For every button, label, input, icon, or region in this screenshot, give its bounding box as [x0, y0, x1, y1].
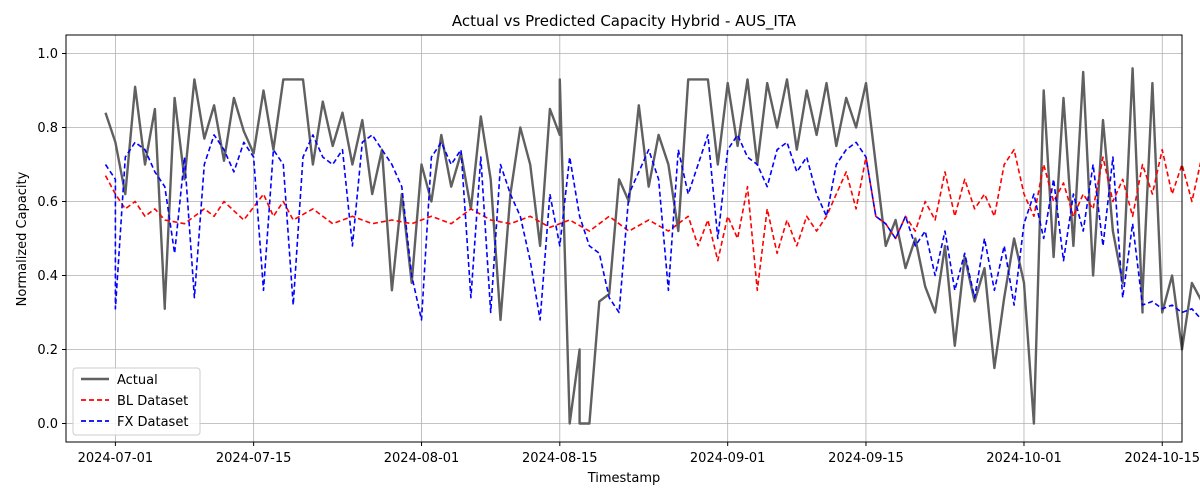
legend-label-fx-dataset: FX Dataset — [117, 415, 188, 430]
series-line-actual — [104, 67, 1200, 425]
x-tick-label: 2024-10-01 — [986, 451, 1062, 466]
x-tick-label: 2024-09-15 — [828, 451, 904, 466]
legend-box — [72, 367, 201, 436]
legend-label-actual: Actual — [117, 373, 158, 388]
y-tick-label: 0.4 — [37, 269, 58, 284]
series-layer — [104, 67, 1200, 425]
chart-title: Actual vs Predicted Capacity Hybrid - AU… — [452, 12, 797, 31]
x-tick-label: 2024-08-15 — [522, 451, 598, 466]
y-tick-label: 0.0 — [37, 417, 58, 432]
y-axis-label: Normalized Capacity — [15, 171, 30, 306]
series-line-bl-dataset — [104, 148, 1200, 292]
x-tick-label: 2024-07-01 — [78, 451, 154, 466]
y-axis: 0.0 0.2 0.4 0.6 0.8 1.0 — [37, 47, 66, 432]
series-line-fx-dataset — [104, 134, 1200, 321]
plot-frame — [65, 34, 1183, 443]
y-tick-label: 1.0 — [37, 47, 58, 62]
legend-label-bl-dataset: BL Dataset — [117, 394, 188, 409]
x-tick-label: 2024-07-15 — [216, 451, 292, 466]
y-tick-label: 0.6 — [37, 195, 58, 210]
y-tick-label: 0.2 — [37, 343, 58, 358]
x-axis-label: Timestamp — [587, 471, 661, 486]
legend: Actual BL Dataset FX Dataset — [72, 367, 201, 436]
x-tick-label: 2024-08-01 — [384, 451, 460, 466]
y-tick-label: 0.8 — [37, 121, 58, 136]
x-axis: 2024-07-01 2024-07-15 2024-08-01 2024-08-15… — [78, 442, 1200, 466]
x-tick-label: 2024-09-01 — [690, 451, 766, 466]
x-tick-label: 2024-10-15 — [1124, 451, 1200, 466]
